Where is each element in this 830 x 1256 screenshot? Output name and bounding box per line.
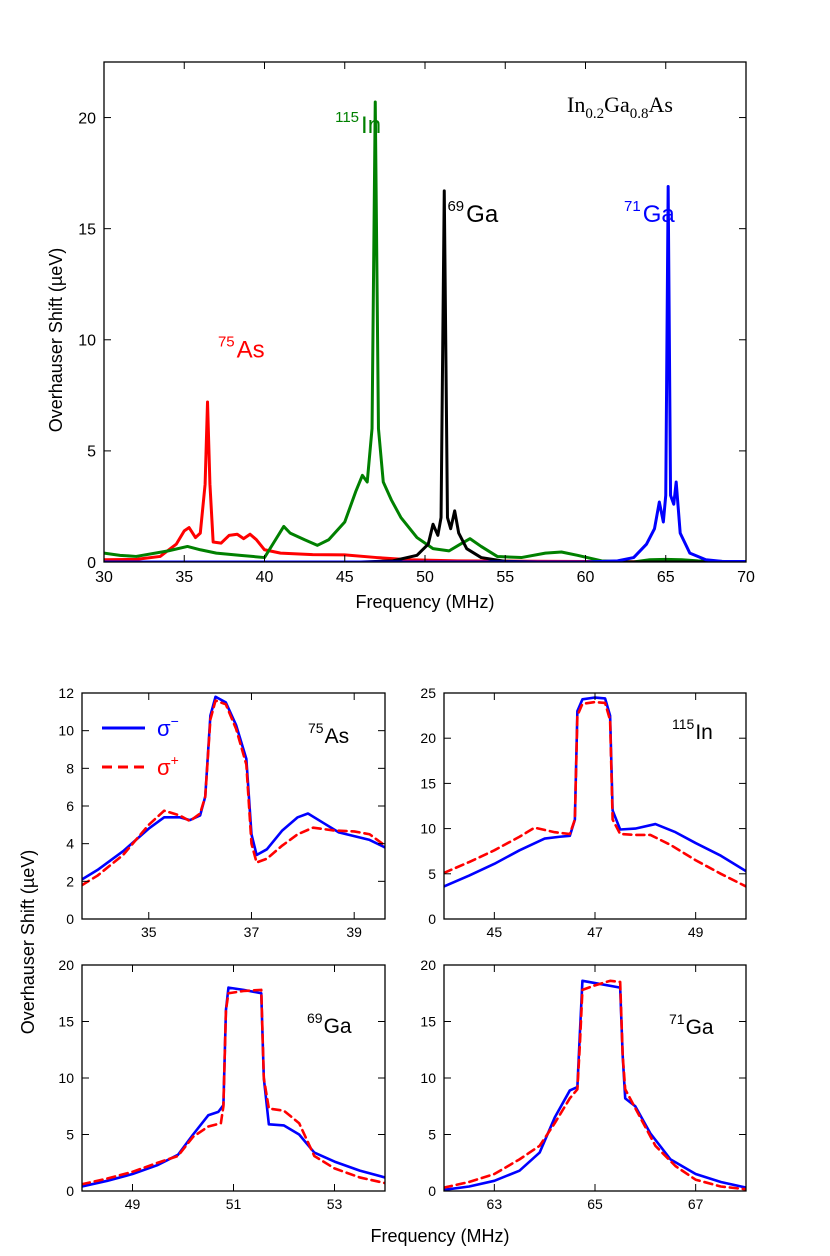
- in115-y-tick-label: 15: [420, 775, 436, 791]
- isotope-label-115In: 115In: [335, 109, 381, 139]
- main-x-axis-label: Frequency (MHz): [355, 592, 494, 612]
- ga71-plot-frame: [443, 964, 747, 1192]
- bottom-y-axis-label: Overhauser Shift (µeV): [18, 850, 38, 1034]
- in115-y-tick-label: 10: [420, 821, 436, 837]
- ga69-plot-frame: [81, 964, 386, 1192]
- ga71-x-tick-label: 67: [688, 1196, 704, 1212]
- main-x-tick-label: 45: [336, 569, 354, 586]
- legend: σ− σ+: [102, 713, 179, 780]
- isotope-label-69Ga: 69Ga: [447, 198, 498, 228]
- in115-y-tick-label: 5: [428, 866, 436, 882]
- main-series-1-line: [104, 100, 746, 562]
- material-label: In0.2Ga0.8As: [567, 92, 673, 122]
- ga69-y-tick-label: 10: [58, 1070, 74, 1086]
- bottom-x-axis-label: Frequency (MHz): [370, 1226, 509, 1246]
- ga71-y-tick-label: 10: [420, 1070, 436, 1086]
- main-y-tick-label: 15: [78, 221, 96, 238]
- as75-y-tick-label: 6: [66, 798, 74, 814]
- ga69-x-tick-label: 53: [327, 1196, 343, 1212]
- in115-y-tick-label: 0: [428, 911, 436, 927]
- ga71-series-0-line: [444, 979, 746, 1191]
- ga69-chart: 49 51 53 0 5 10 15 20 69Ga: [58, 957, 386, 1212]
- ga71-x-tick-label: 63: [487, 1196, 503, 1212]
- main-y-axis-label: Overhauser Shift (µeV): [46, 248, 66, 432]
- as75-series-1-line: [82, 699, 385, 887]
- main-y-tick-label: 20: [78, 110, 96, 127]
- as75-y-tick-label: 10: [58, 723, 74, 739]
- ga71-series-1-line: [444, 979, 746, 1191]
- in115-x-tick-label: 49: [688, 924, 704, 940]
- main-x-tick-label: 70: [737, 569, 755, 586]
- ga69-x-tick-label: 49: [125, 1196, 141, 1212]
- as75-isotope-label: 75As: [308, 720, 349, 748]
- ga69-isotope-label: 69Ga: [307, 1010, 352, 1038]
- ga69-y-tick-label: 0: [66, 1183, 74, 1199]
- as75-y-tick-label: 8: [66, 760, 74, 776]
- in115-y-tick-label: 25: [420, 685, 436, 701]
- legend-sigma-minus-label: σ−: [157, 713, 179, 741]
- main-series-2-line: [263, 189, 746, 562]
- main-series-0-line: [104, 400, 746, 562]
- in115-series-1-line: [444, 700, 746, 888]
- as75-x-tick-label: 39: [346, 924, 362, 940]
- legend-sigma-plus-label: σ+: [157, 752, 179, 780]
- as75-x-tick-label: 37: [244, 924, 260, 940]
- in115-y-tick-label: 20: [420, 730, 436, 746]
- ga69-series-1-line: [82, 988, 385, 1186]
- isotope-label-71Ga: 71Ga: [624, 198, 675, 228]
- ga69-y-tick-label: 15: [58, 1014, 74, 1030]
- ga71-y-tick-label: 15: [420, 1014, 436, 1030]
- main-plot-frame: [103, 61, 747, 563]
- in115-chart: 45 47 49 0 5 10 15 20 25 115In: [420, 685, 747, 940]
- main-y-tick-label: 5: [87, 444, 96, 461]
- ga71-y-tick-label: 20: [420, 957, 436, 973]
- isotope-label-75As: 75As: [218, 334, 265, 364]
- as75-y-tick-label: 12: [58, 685, 74, 701]
- main-spectrum-chart: 30 35 40 45 50 55 60 65 70 0 5 10 15 20 75As 115In 69Ga 7…: [78, 61, 755, 586]
- main-y-tick-label: 0: [87, 555, 96, 572]
- main-x-tick-label: 50: [416, 569, 434, 586]
- in115-x-tick-label: 47: [587, 924, 603, 940]
- main-series-3-line: [104, 184, 746, 562]
- as75-series-0-line: [82, 695, 385, 881]
- ga71-chart: 63 65 67 0 5 10 15 20 71Ga: [420, 957, 747, 1212]
- main-x-tick-label: 40: [256, 569, 274, 586]
- as75-y-tick-label: 4: [66, 836, 74, 852]
- ga71-y-tick-label: 5: [428, 1127, 436, 1143]
- main-x-tick-label: 55: [496, 569, 514, 586]
- main-x-tick-label: 35: [175, 569, 193, 586]
- ga69-y-tick-label: 5: [66, 1127, 74, 1143]
- main-x-tick-label: 30: [95, 569, 113, 586]
- ga71-isotope-label: 71Ga: [669, 1011, 714, 1039]
- as75-chart: 35 37 39 0 2 4 6 8 10 12 75As: [58, 685, 386, 940]
- main-y-tick-label: 10: [78, 333, 96, 350]
- as75-y-tick-label: 0: [66, 911, 74, 927]
- ga69-x-tick-label: 51: [226, 1196, 242, 1212]
- ga69-y-tick-label: 20: [58, 957, 74, 973]
- as75-y-tick-label: 2: [66, 873, 74, 889]
- as75-x-tick-label: 35: [141, 924, 157, 940]
- ga71-x-tick-label: 65: [587, 1196, 603, 1212]
- main-x-tick-label: 65: [657, 569, 675, 586]
- in115-x-tick-label: 45: [487, 924, 503, 940]
- ga71-y-tick-label: 0: [428, 1183, 436, 1199]
- in115-isotope-label: 115In: [672, 716, 713, 744]
- main-x-tick-label: 60: [577, 569, 595, 586]
